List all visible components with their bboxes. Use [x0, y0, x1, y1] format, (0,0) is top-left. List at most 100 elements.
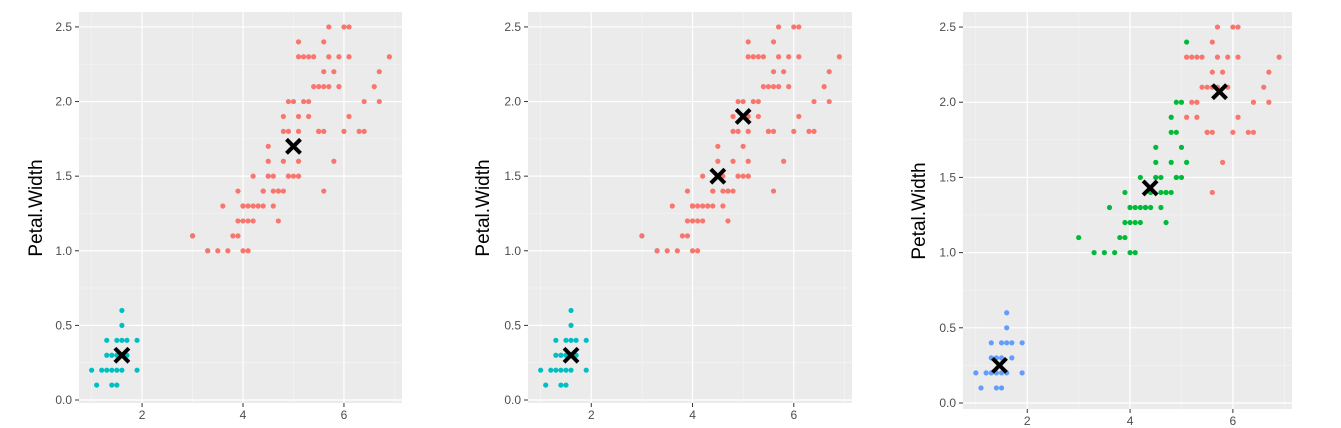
y-tick-label: 0.5 [55, 318, 72, 332]
data-point [189, 233, 196, 239]
y-tick-label: 1.5 [504, 169, 521, 183]
data-point [796, 113, 802, 120]
data-point [770, 84, 777, 90]
data-point [1184, 114, 1190, 120]
y-tick-label: 1.5 [939, 170, 956, 184]
data-point [715, 143, 721, 149]
data-point [240, 203, 246, 209]
data-point [735, 173, 741, 179]
y-axis-title: Petal.Width [26, 159, 47, 256]
data-point [124, 337, 130, 343]
data-point [760, 54, 767, 60]
data-point [1225, 54, 1231, 60]
data-point [1199, 54, 1205, 60]
data-point [543, 382, 549, 388]
data-point [725, 188, 731, 194]
data-point [1168, 129, 1174, 135]
data-point [755, 98, 761, 105]
data-point [548, 367, 554, 373]
data-point [1250, 129, 1257, 135]
data-point [715, 158, 721, 164]
data-point [1173, 129, 1179, 135]
data-point [1194, 114, 1200, 120]
data-point [1004, 340, 1010, 346]
data-point [220, 203, 226, 209]
data-point [104, 367, 110, 373]
data-point [230, 233, 236, 239]
data-point [1148, 204, 1154, 211]
data-point [1142, 204, 1149, 211]
cluster-center-marker [1211, 83, 1228, 101]
cluster-center-marker [734, 108, 752, 125]
x-tick-label: 4 [240, 408, 247, 422]
data-point [674, 248, 680, 254]
data-point [270, 173, 276, 179]
data-point [1127, 204, 1133, 211]
data-point [1189, 54, 1195, 60]
data-point [1204, 84, 1210, 90]
data-point [311, 84, 317, 90]
data-point [553, 337, 559, 343]
data-point [750, 54, 756, 60]
data-point [295, 158, 302, 164]
data-point [1132, 219, 1138, 226]
data-point [1209, 189, 1215, 196]
data-point [770, 188, 777, 194]
data-point [689, 248, 696, 254]
data-point [988, 340, 994, 346]
x-tick-label: 4 [689, 408, 696, 422]
data-point [1209, 69, 1215, 75]
data-point [1235, 114, 1241, 120]
data-point [331, 69, 337, 75]
data-point [1214, 54, 1221, 60]
data-point [1184, 159, 1190, 165]
data-point [775, 84, 782, 90]
data-point [285, 98, 292, 105]
data-point [1184, 54, 1190, 60]
data-point [361, 98, 367, 105]
data-point [225, 248, 231, 254]
y-tick-label: 1.0 [504, 244, 521, 258]
data-point [755, 113, 761, 120]
data-point [745, 54, 751, 60]
data-point [765, 84, 772, 90]
y-tick-label: 2.5 [939, 20, 956, 34]
y-tick-label: 1.5 [55, 169, 72, 183]
data-point [290, 98, 297, 105]
data-point [280, 158, 286, 164]
scatter-panel-3: 0.0 0.5 1.0 1.5 2.0 2.5 2 4 6 Petal.Width [909, 12, 1292, 428]
data-point [260, 188, 266, 194]
data-point [331, 158, 337, 164]
data-point [735, 128, 741, 134]
data-point [1194, 54, 1200, 60]
data-point [114, 382, 120, 388]
data-point [669, 203, 675, 209]
data-point [1076, 234, 1082, 241]
data-point [730, 158, 736, 164]
data-point [270, 203, 276, 209]
data-point [568, 322, 574, 328]
data-point [1199, 84, 1205, 90]
data-point [300, 98, 307, 105]
data-point [270, 188, 276, 194]
data-point [1137, 204, 1143, 211]
data-point [568, 367, 574, 373]
data-point [240, 248, 246, 254]
data-point [755, 54, 761, 60]
data-point [745, 158, 751, 164]
data-point [1127, 250, 1133, 256]
data-point [255, 203, 261, 209]
data-point [1230, 129, 1236, 135]
x-tick-label: 2 [1024, 414, 1031, 428]
data-point [568, 337, 574, 343]
data-point [119, 322, 125, 328]
data-point [235, 233, 241, 239]
y-tick-label: 0.0 [504, 393, 521, 407]
data-point [1209, 129, 1215, 135]
x-tick-label: 6 [341, 408, 348, 422]
y-tick-label: 2.5 [504, 20, 521, 34]
data-point [326, 54, 332, 60]
data-point [694, 218, 701, 224]
panel-background [528, 12, 852, 403]
